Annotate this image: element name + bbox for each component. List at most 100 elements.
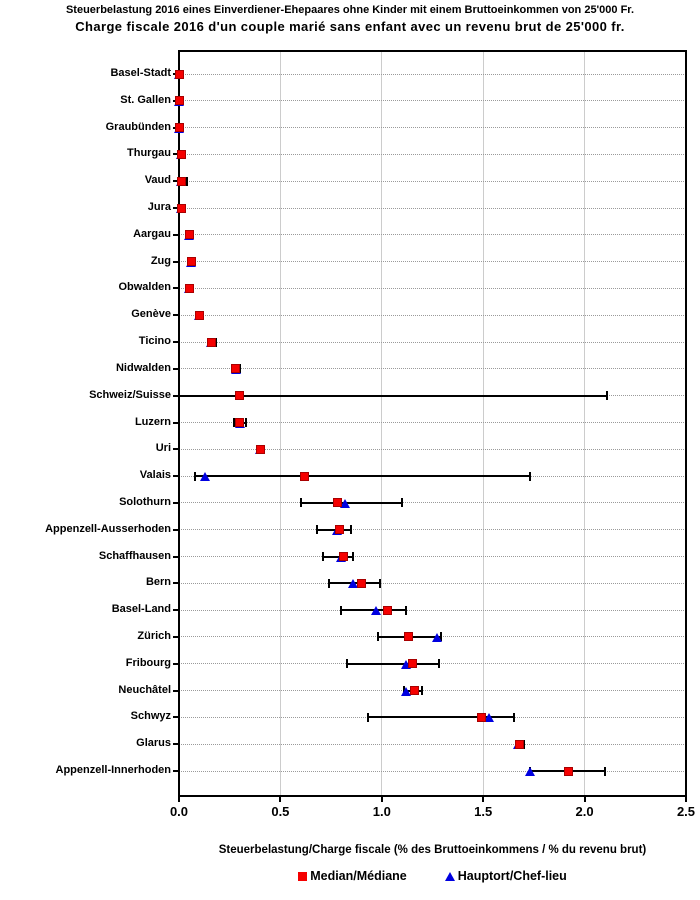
row-guideline: [181, 770, 684, 772]
range-cap-max: [512, 712, 515, 722]
y-tick: [173, 716, 179, 719]
row-guideline: [181, 234, 684, 236]
median-marker: [338, 552, 348, 562]
range-cap-max: [350, 525, 353, 535]
x-tick-label: 1.0: [372, 804, 391, 819]
y-tick: [173, 180, 179, 183]
y-tick: [173, 367, 179, 370]
hauptort-marker: [370, 606, 381, 616]
range-cap-max: [603, 766, 606, 776]
range-cap-min: [232, 418, 235, 427]
canton-label: Uri: [155, 442, 171, 455]
row-guideline: [181, 556, 684, 558]
y-tick: [173, 260, 179, 263]
range-cap-min: [376, 632, 379, 642]
row-guideline: [181, 127, 684, 129]
x-tick-label: 2.5: [676, 804, 696, 819]
canton-label: Thurgau: [127, 147, 171, 160]
x-tick: [279, 795, 282, 802]
median-marker: [231, 364, 241, 374]
canton-label: Appenzell-Innerhoden: [55, 764, 172, 776]
canton-label: Schaffhausen: [98, 549, 171, 562]
range-cap-min: [340, 605, 343, 615]
range-cap-min: [321, 552, 324, 562]
range-cap-max: [378, 578, 381, 588]
hauptort-marker: [348, 579, 359, 589]
range-cap-min: [346, 659, 349, 669]
median-marker: [235, 418, 245, 427]
legend-label: Hauptort/Chef-lieu: [457, 869, 567, 883]
y-tick: [173, 609, 179, 612]
median-marker: [563, 766, 573, 776]
x-tick: [380, 795, 383, 802]
range-cap-min: [366, 712, 369, 722]
row-guideline: [181, 368, 684, 370]
median-marker: [515, 739, 525, 749]
canton-label: Vaud: [144, 174, 171, 187]
x-tick: [178, 795, 180, 802]
x-tick: [583, 795, 586, 802]
range-cap-max: [421, 686, 424, 696]
y-tick: [173, 448, 179, 451]
y-tick: [173, 743, 179, 746]
x-tick: [482, 795, 485, 802]
y-tick: [173, 770, 179, 772]
canton-label: Nidwalden: [115, 361, 171, 374]
canton-label: Basel-Stadt: [110, 67, 171, 79]
median-marker: [184, 283, 194, 293]
median-marker: [409, 686, 419, 696]
row-guideline: [181, 100, 684, 102]
gridline: [482, 52, 484, 795]
x-tick-label: 1.5: [474, 804, 493, 819]
canton-label: Jura: [147, 201, 171, 214]
y-tick: [173, 501, 179, 504]
median-marker: [403, 632, 413, 642]
median-marker: [300, 471, 310, 481]
y-tick: [173, 287, 179, 290]
hauptort-marker: [401, 686, 412, 696]
median-marker: [383, 605, 393, 615]
median-marker: [334, 525, 344, 535]
legend-item: Median/Médiane: [298, 869, 407, 883]
range-cap-max: [244, 418, 247, 427]
chart-title-french: Charge fiscale 2016 d'un couple marié sa…: [75, 19, 625, 34]
y-tick: [173, 635, 179, 638]
hauptort-marker: [431, 632, 442, 642]
x-tick: [685, 795, 687, 802]
range-cap-max: [401, 498, 404, 508]
range-cap-max: [352, 552, 355, 562]
row-guideline: [181, 422, 684, 423]
canton-label: Fribourg: [125, 656, 171, 669]
range-cap-max: [405, 605, 408, 615]
canton-label: Genève: [131, 308, 171, 321]
range-cap-max: [528, 471, 531, 481]
canton-label: St. Gallen: [120, 93, 171, 106]
canton-label: Schweiz/Suisse: [89, 388, 171, 401]
median-marker: [176, 203, 186, 213]
canton-label: Neuchâtel: [118, 683, 171, 696]
row-guideline: [181, 609, 684, 611]
row-guideline: [181, 153, 684, 155]
median-marker: [174, 69, 184, 79]
range-cap-min: [328, 578, 331, 588]
hauptort-marker: [401, 659, 412, 669]
row-guideline: [181, 448, 684, 450]
y-tick: [173, 341, 179, 344]
gridline: [381, 52, 383, 795]
range-bar: [195, 475, 530, 478]
x-axis-title: Steuerbelastung/Charge fiscale (% des Br…: [218, 844, 647, 856]
row-guideline: [181, 180, 684, 182]
y-tick: [173, 689, 179, 692]
chart-title-german: Steuerbelastung 2016 eines Einverdiener-…: [65, 4, 635, 16]
row-guideline: [181, 529, 684, 531]
plot-frame: [178, 50, 687, 797]
y-tick: [173, 314, 179, 317]
canton-label: Zürich: [137, 629, 171, 642]
row-guideline: [181, 314, 684, 316]
canton-label: Zug: [150, 254, 171, 267]
canton-label: Obwalden: [118, 281, 171, 294]
row-guideline: [181, 287, 684, 289]
row-guideline: [181, 261, 684, 263]
legend-triangle-icon: [444, 871, 455, 881]
x-tick-label: 0.5: [271, 804, 290, 819]
